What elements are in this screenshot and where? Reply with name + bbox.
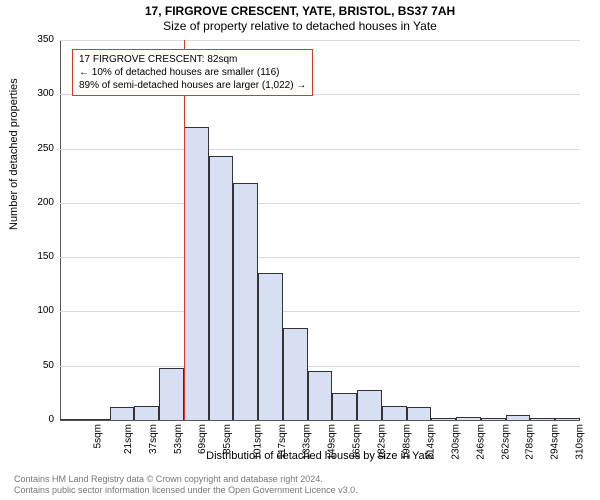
y-tick-label: 200	[37, 197, 54, 208]
histogram-bar	[481, 418, 506, 420]
histogram-bar	[382, 406, 407, 420]
x-tick-label: 69sqm	[197, 424, 208, 454]
x-tick-label: 182sqm	[376, 424, 387, 460]
x-tick-label: 165sqm	[352, 424, 363, 460]
histogram-bar	[184, 127, 209, 420]
x-tick-label: 133sqm	[302, 424, 313, 460]
y-tick-label: 300	[37, 88, 54, 99]
y-tick-label: 50	[43, 360, 54, 371]
histogram-bar	[134, 406, 159, 420]
footer-line-1: Contains HM Land Registry data © Crown c…	[14, 474, 358, 485]
x-tick-label: 246sqm	[475, 424, 486, 460]
x-tick-label: 21sqm	[123, 424, 134, 454]
histogram-bar	[407, 407, 432, 420]
footer-credits: Contains HM Land Registry data © Crown c…	[14, 474, 358, 496]
x-tick-label: 117sqm	[277, 424, 288, 459]
y-tick-label: 350	[37, 34, 54, 45]
histogram-bar	[159, 368, 184, 420]
x-tick-label: 5sqm	[93, 424, 104, 448]
histogram-bar	[283, 328, 308, 420]
x-tick-label: 310sqm	[574, 424, 585, 460]
histogram-bar	[60, 419, 85, 420]
marker-info-box: 17 FIRGROVE CRESCENT: 82sqm ← 10% of det…	[72, 49, 313, 96]
x-tick-label: 262sqm	[500, 424, 511, 460]
marker-line	[184, 40, 185, 420]
x-tick-label: 294sqm	[550, 424, 561, 460]
histogram-bar	[209, 156, 234, 420]
histogram-bar	[431, 418, 456, 420]
histogram-bar	[233, 183, 258, 420]
x-axis-line	[60, 420, 580, 421]
histogram-bar	[506, 415, 531, 420]
histogram-bar	[110, 407, 135, 420]
info-line-2: ← 10% of detached houses are smaller (11…	[79, 66, 306, 79]
histogram-bar	[258, 273, 283, 420]
x-tick-label: 149sqm	[327, 424, 338, 460]
histogram-bar	[308, 371, 333, 420]
chart-title: 17, FIRGROVE CRESCENT, YATE, BRISTOL, BS…	[0, 0, 600, 18]
histogram-bar	[85, 419, 110, 420]
y-axis-label: Number of detached properties	[8, 78, 20, 230]
bars-container	[60, 40, 580, 420]
info-line-3: 89% of semi-detached houses are larger (…	[79, 79, 306, 92]
x-tick-label: 278sqm	[525, 424, 536, 460]
histogram-bar	[332, 393, 357, 420]
x-tick-label: 37sqm	[148, 424, 159, 454]
histogram-bar	[555, 418, 580, 420]
chart-subtitle: Size of property relative to detached ho…	[0, 18, 600, 33]
y-tick-label: 100	[37, 305, 54, 316]
y-tick-label: 150	[37, 251, 54, 262]
x-tick-label: 198sqm	[401, 424, 412, 460]
histogram-bar	[357, 390, 382, 420]
footer-line-2: Contains public sector information licen…	[14, 485, 358, 496]
x-tick-label: 230sqm	[451, 424, 462, 460]
x-tick-label: 214sqm	[426, 424, 437, 460]
histogram-bar	[530, 418, 555, 420]
y-tick-label: 250	[37, 143, 54, 154]
x-tick-label: 85sqm	[222, 424, 233, 454]
histogram-bar	[456, 417, 481, 420]
plot-area	[60, 40, 580, 420]
x-tick-label: 53sqm	[173, 424, 184, 454]
info-line-1: 17 FIRGROVE CRESCENT: 82sqm	[79, 53, 306, 66]
y-tick-label: 0	[48, 414, 54, 425]
x-tick-label: 101sqm	[253, 424, 264, 460]
